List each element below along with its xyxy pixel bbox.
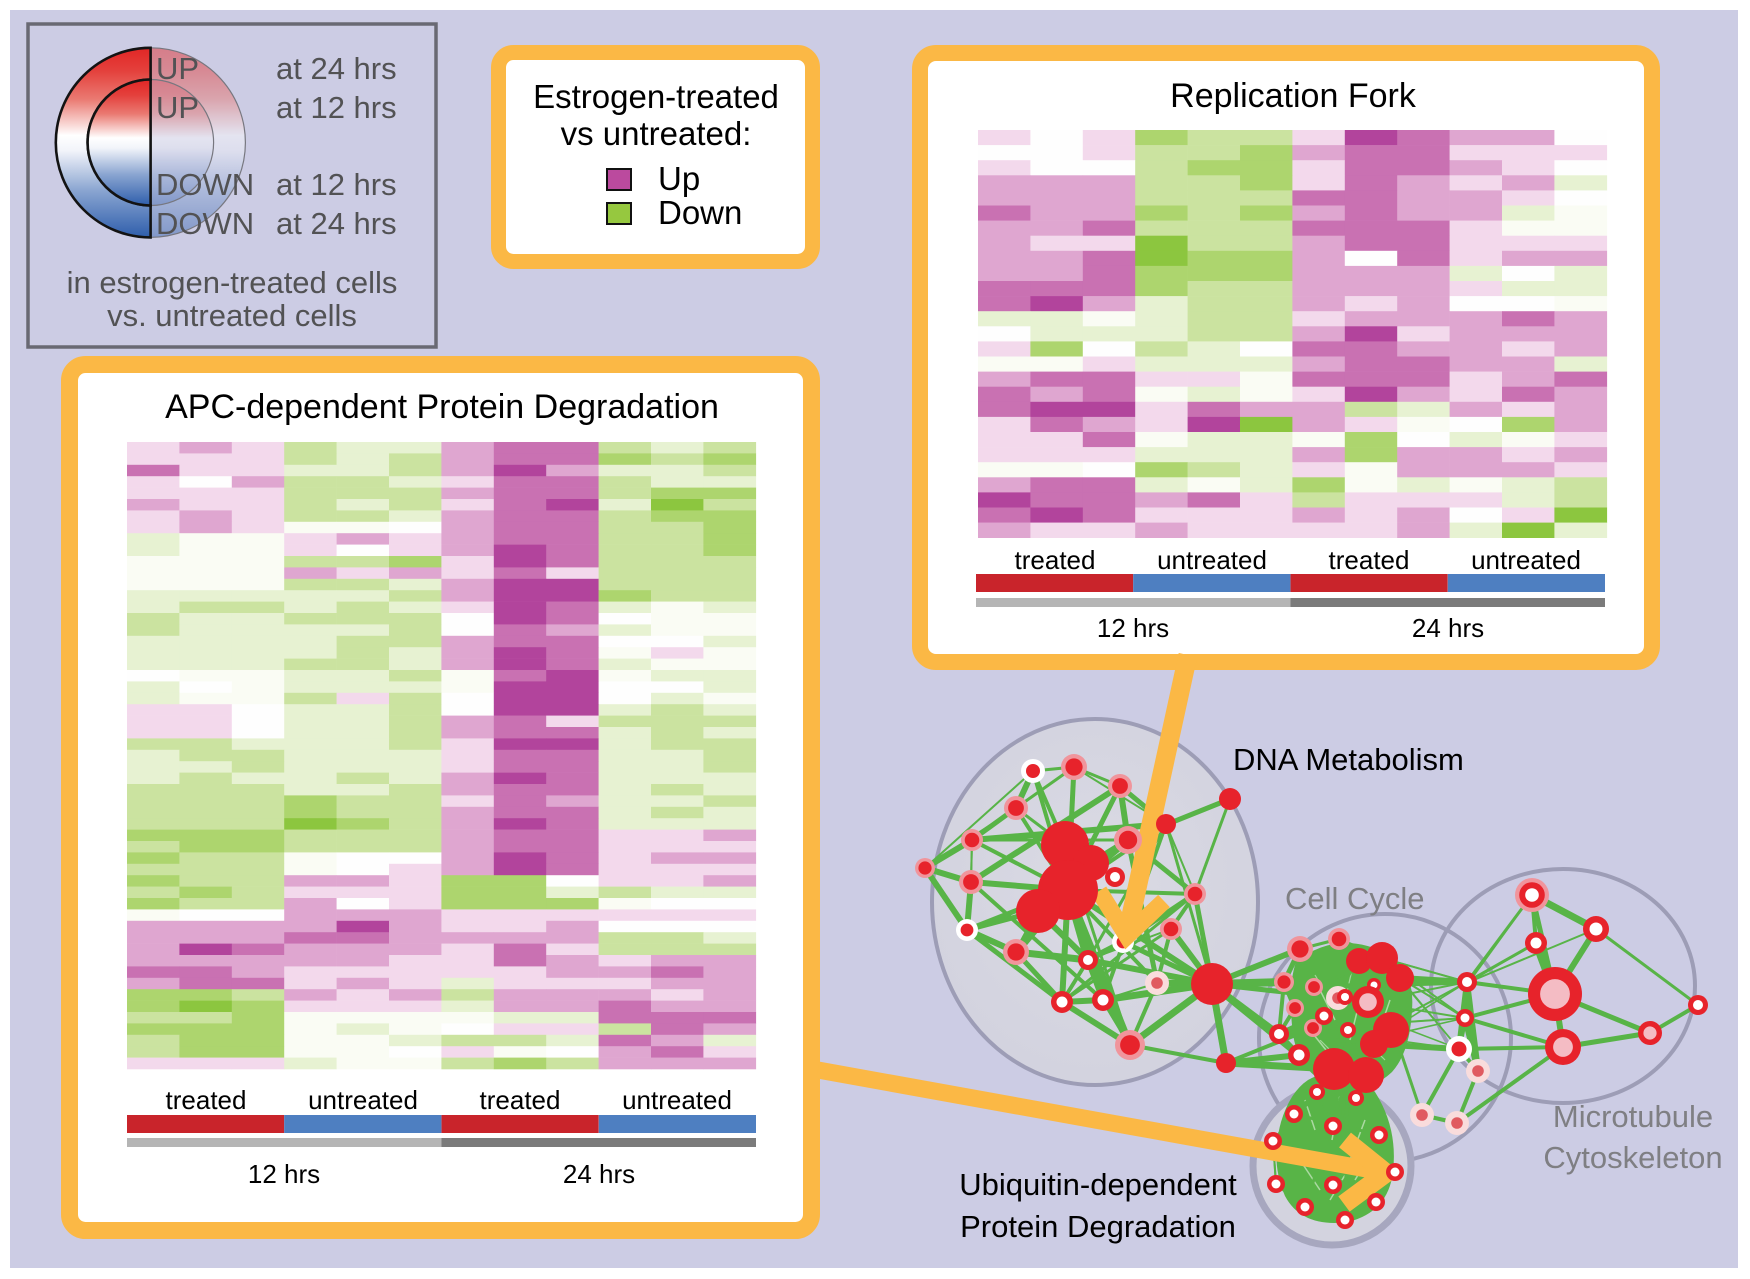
svg-text:DOWN: DOWN bbox=[156, 206, 254, 241]
svg-text:untreated: untreated bbox=[622, 1085, 732, 1115]
svg-text:APC-dependent Protein Degradat: APC-dependent Protein Degradation bbox=[165, 388, 719, 426]
svg-text:Cell Cycle: Cell Cycle bbox=[1285, 881, 1425, 916]
svg-text:at 24 hrs: at 24 hrs bbox=[276, 51, 397, 86]
svg-text:Up: Up bbox=[658, 160, 700, 197]
svg-text:UP: UP bbox=[156, 90, 199, 125]
svg-text:treated: treated bbox=[1015, 545, 1096, 575]
svg-text:Down: Down bbox=[658, 194, 742, 231]
svg-text:at 12 hrs: at 12 hrs bbox=[276, 167, 397, 202]
svg-text:at 24 hrs: at 24 hrs bbox=[276, 206, 397, 241]
svg-text:12 hrs: 12 hrs bbox=[1097, 613, 1169, 643]
svg-text:untreated: untreated bbox=[1157, 545, 1267, 575]
svg-text:at 12 hrs: at 12 hrs bbox=[276, 90, 397, 125]
svg-text:vs untreated:: vs untreated: bbox=[561, 115, 752, 152]
svg-text:Microtubule: Microtubule bbox=[1553, 1099, 1713, 1134]
svg-text:Cytoskeleton: Cytoskeleton bbox=[1543, 1140, 1722, 1175]
svg-text:in estrogen-treated cells: in estrogen-treated cells bbox=[67, 265, 398, 300]
svg-text:vs. untreated cells: vs. untreated cells bbox=[107, 298, 357, 333]
svg-text:Replication Fork: Replication Fork bbox=[1170, 77, 1417, 115]
svg-text:24 hrs: 24 hrs bbox=[1412, 613, 1484, 643]
svg-text:DNA Metabolism: DNA Metabolism bbox=[1233, 742, 1464, 777]
svg-text:treated: treated bbox=[166, 1085, 247, 1115]
svg-text:24 hrs: 24 hrs bbox=[563, 1159, 635, 1189]
svg-text:DOWN: DOWN bbox=[156, 167, 254, 202]
svg-text:untreated: untreated bbox=[308, 1085, 418, 1115]
svg-text:UP: UP bbox=[156, 51, 199, 86]
svg-text:treated: treated bbox=[480, 1085, 561, 1115]
svg-text:12 hrs: 12 hrs bbox=[248, 1159, 320, 1189]
svg-text:Ubiquitin-dependent: Ubiquitin-dependent bbox=[959, 1167, 1237, 1202]
svg-text:Protein Degradation: Protein Degradation bbox=[960, 1209, 1236, 1244]
svg-text:untreated: untreated bbox=[1471, 545, 1581, 575]
svg-text:treated: treated bbox=[1329, 545, 1410, 575]
svg-text:Estrogen-treated: Estrogen-treated bbox=[533, 78, 779, 115]
